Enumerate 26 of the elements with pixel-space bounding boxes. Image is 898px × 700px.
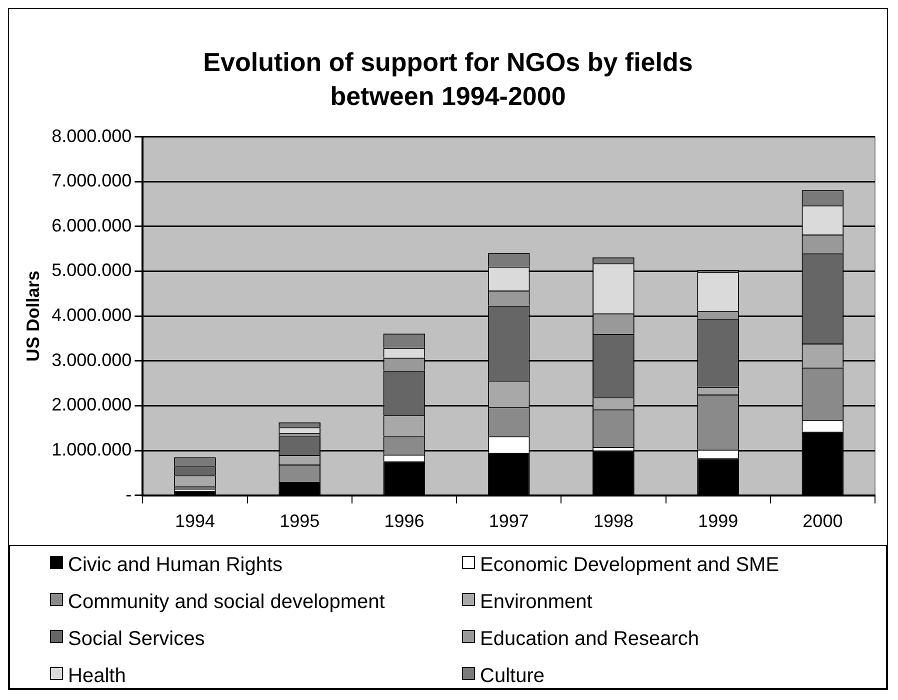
chart-title: Evolution of support for NGOs by fields between 1994-2000 — [202, 46, 694, 113]
legend-label: Culture — [480, 665, 544, 688]
y-tick-label: 5.000.000 — [52, 260, 132, 280]
x-tick-label: 1996 — [384, 511, 424, 532]
y-tick-label: 4.000.000 — [52, 305, 132, 326]
y-tick-label: 6.000.000 — [52, 215, 132, 236]
y-axis-title: US Dollars — [22, 270, 43, 362]
legend-label: Health — [68, 665, 126, 688]
x-tick-label: 2000 — [802, 511, 843, 532]
x-tick-label: 1998 — [593, 511, 634, 532]
legend-label: Social Services — [68, 628, 205, 651]
legend-label: Education and Research — [480, 628, 700, 651]
y-tick-label: 8.000.000 — [52, 126, 132, 146]
x-tick-label: 1997 — [488, 511, 529, 532]
legend-label: Economic Development and SME — [480, 554, 780, 577]
y-tick-label: 2.000.000 — [52, 394, 132, 415]
x-tick-label: 1994 — [174, 511, 216, 532]
x-tick-label: 1999 — [698, 511, 738, 532]
y-tick-label: 7.000.000 — [52, 170, 132, 191]
y-tick-label: - — [126, 484, 132, 504]
legend-label: Environment — [480, 591, 592, 614]
legend-label: Civic and Human Rights — [68, 554, 283, 577]
y-tick-label: 3.000.000 — [52, 350, 132, 370]
y-tick-label: 1.000.000 — [52, 440, 132, 460]
legend-label: Community and social development — [68, 591, 385, 614]
x-tick-label: 1995 — [280, 511, 320, 532]
